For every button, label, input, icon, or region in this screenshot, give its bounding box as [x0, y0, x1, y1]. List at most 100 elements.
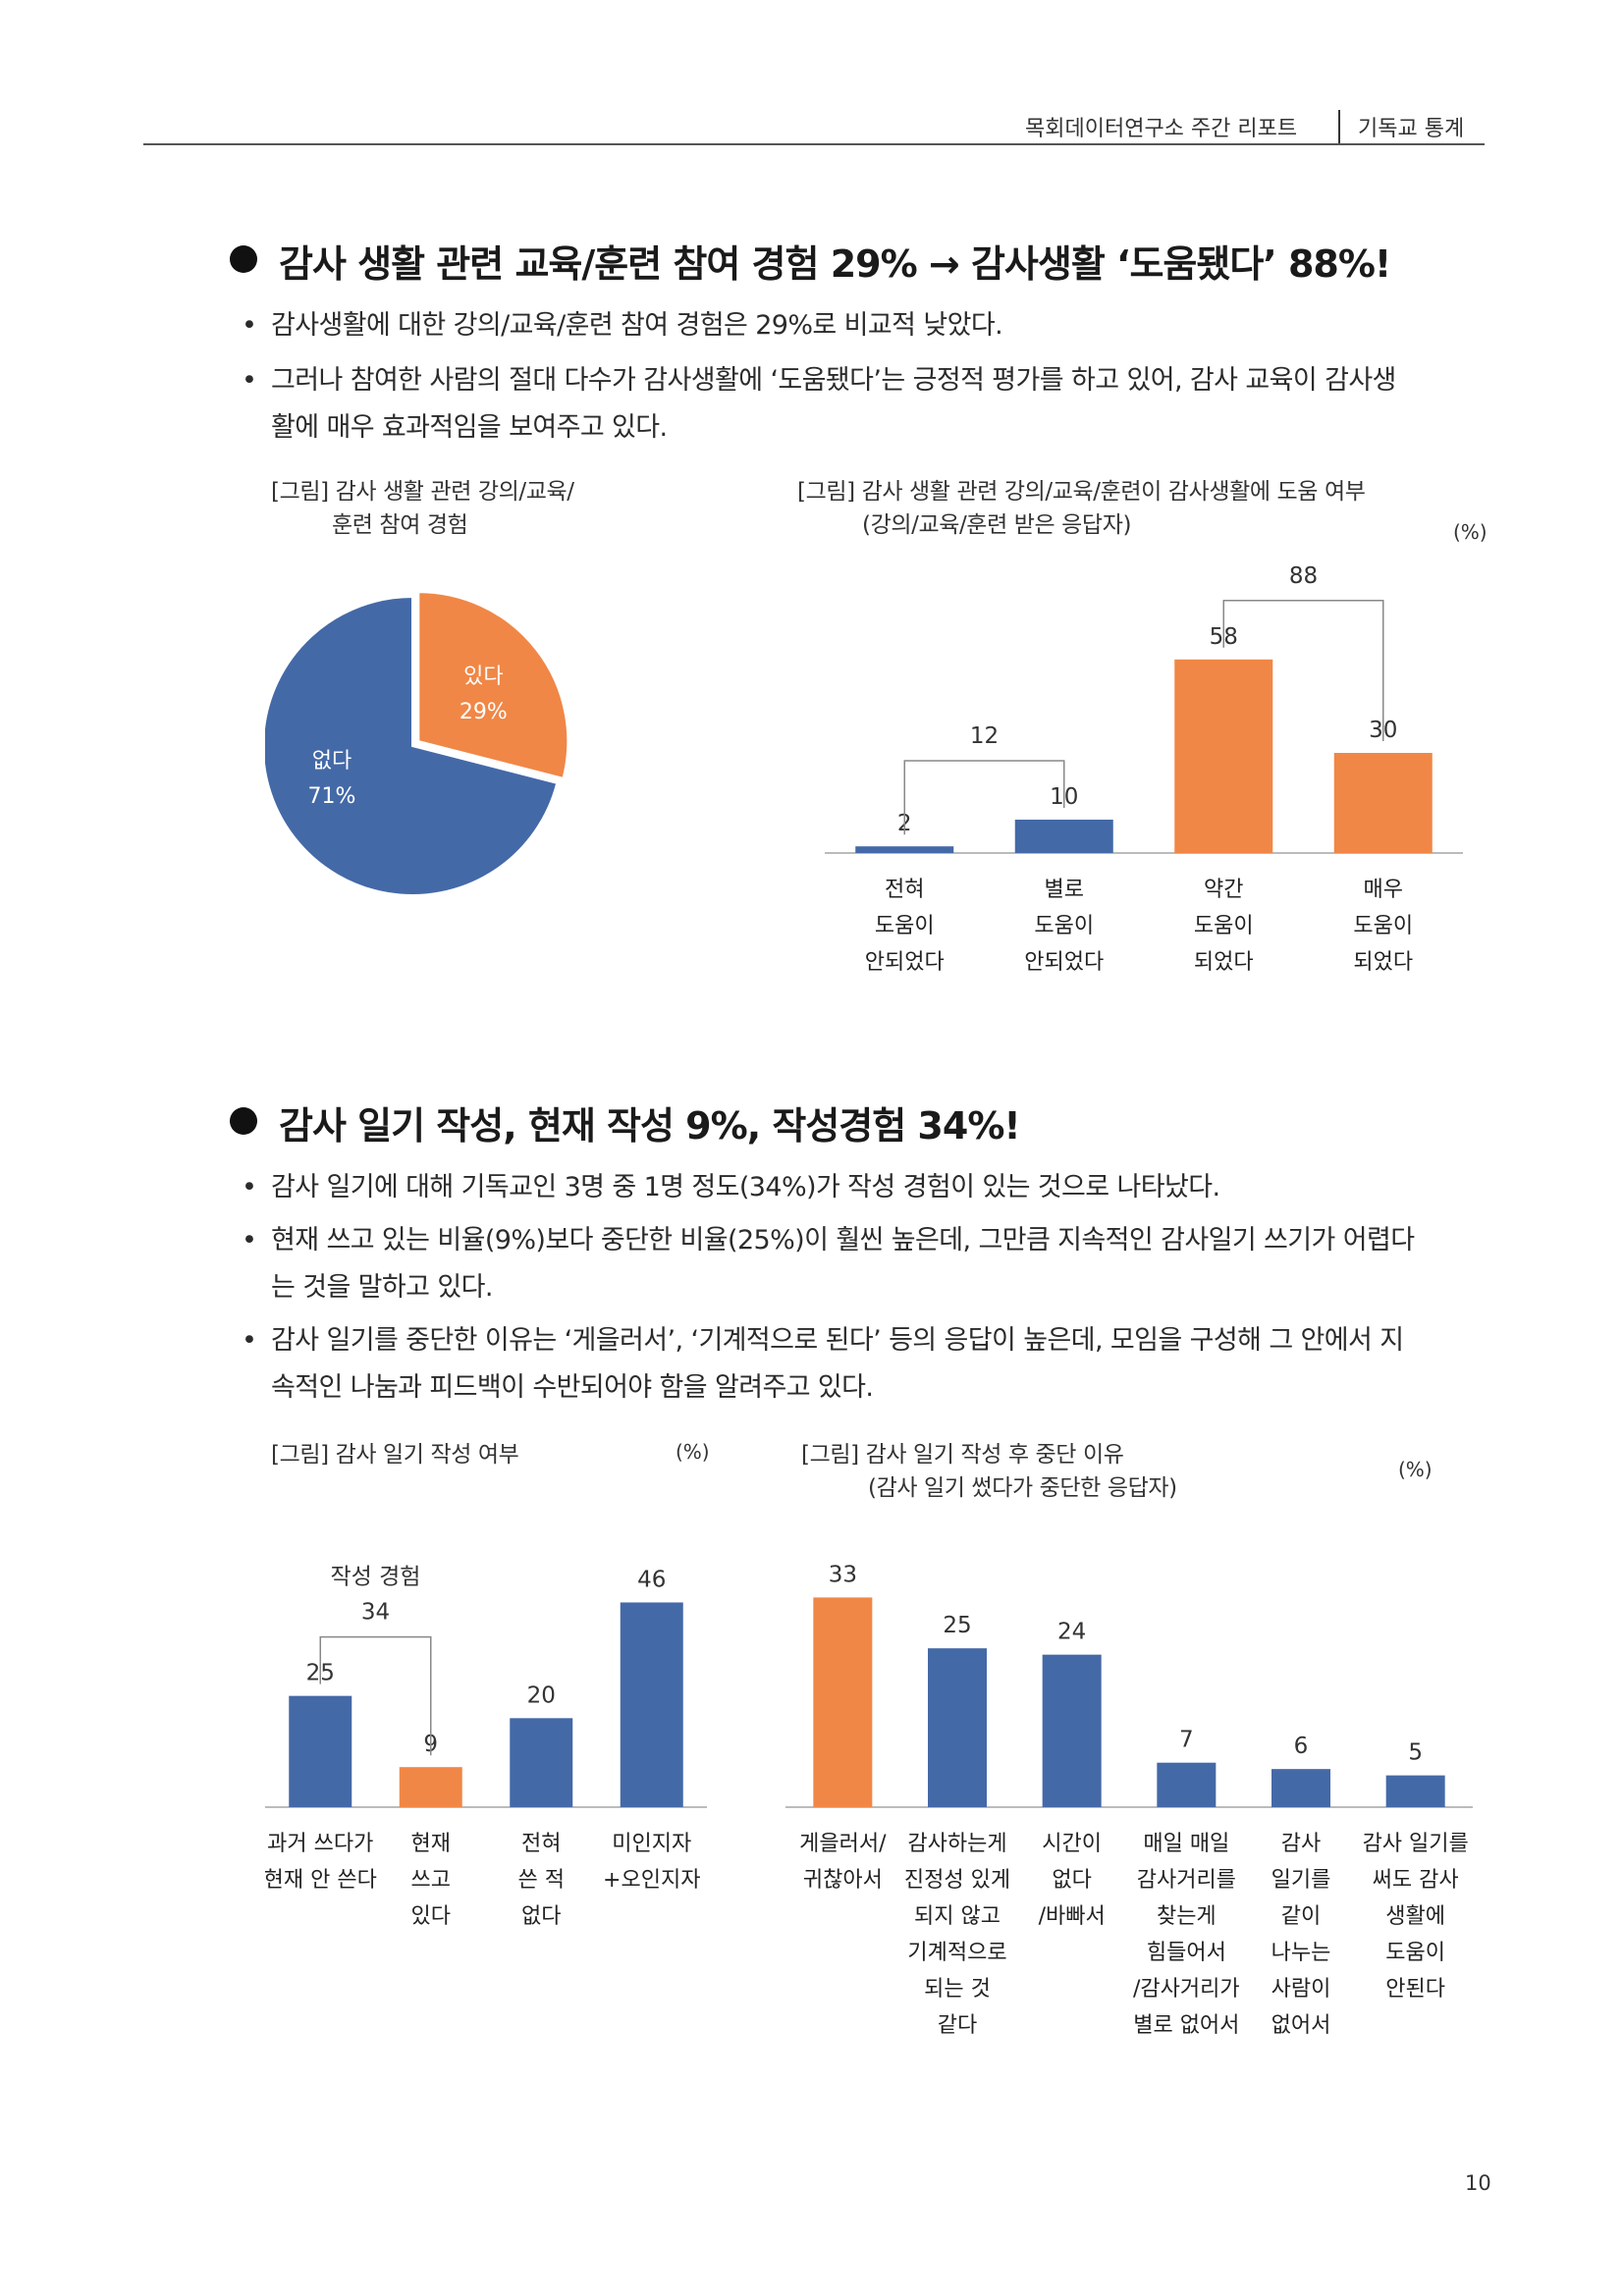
fig3-unit: (%): [676, 1440, 710, 1464]
fig4-caption-line1: [그림] 감사 일기 작성 후 중단 이유: [801, 1442, 1124, 1468]
category-label: 힘들어서: [1147, 1941, 1226, 1965]
bar: [510, 1718, 573, 1807]
data-label: 24: [1057, 1620, 1086, 1645]
category-label: 매일 매일: [1143, 1832, 1229, 1856]
section1-title: 감사 생활 관련 교육/훈련 참여 경험 29% → 감사생활 ‘도움됐다’ 8…: [279, 242, 1391, 286]
section2-bullet-3: • 감사 일기를 중단한 이유는 ‘게을러서’, ‘기계적으로 된다’ 등의 응…: [242, 1317, 1479, 1412]
fig4-caption-line2: (감사 일기 썼다가 중단한 응답자): [868, 1475, 1177, 1501]
bracket-line: [319, 1635, 432, 1756]
category-label: 과거 쓰다가: [267, 1832, 373, 1856]
category-label: 귀찮아서: [803, 1868, 883, 1893]
fig4-unit: (%): [1398, 1458, 1433, 1481]
category-label: 도움이: [875, 914, 935, 938]
bar: [1385, 1775, 1445, 1807]
category-label: 안된다: [1385, 1977, 1445, 2002]
fig2-caption-line2: (강의/교육/훈련 받은 응답자): [862, 512, 1132, 538]
category-label: 쓰고: [411, 1868, 451, 1893]
data-label: 20: [527, 1682, 556, 1708]
bar: [399, 1767, 462, 1807]
pie-slice-label: 있다: [463, 665, 503, 689]
category-label: 같이: [1281, 1904, 1321, 1929]
category-label: 시간이: [1042, 1832, 1102, 1856]
category-label: 쓴 적: [518, 1868, 565, 1893]
category-label: 되지 않고: [914, 1904, 1001, 1929]
section2-title: 감사 일기 작성, 현재 작성 9%, 작성경험 34%!: [279, 1104, 1021, 1148]
bullet-line: 감사생활에 대한 강의/교육/훈련 참여 경험은 29%로 비교적 낮았다.: [271, 310, 1003, 341]
section2-bullet-1: • 감사 일기에 대해 기독교인 3명 중 1명 정도(34%)가 작성 경험이…: [242, 1164, 1479, 1211]
category-label: 찾는게: [1157, 1904, 1217, 1929]
data-label: 7: [1179, 1728, 1194, 1753]
bar: [855, 846, 954, 853]
category-label: 진정성 있게: [904, 1868, 1010, 1893]
header-separator: [1338, 110, 1340, 143]
category-label: 생활에: [1385, 1904, 1445, 1929]
category-label: 써도 감사: [1373, 1868, 1459, 1893]
pie-slice-value: 29%: [460, 700, 508, 724]
bullet-marker: •: [242, 310, 257, 341]
section1-bullet-2: • 그러나 참여한 사람의 절대 다수가 감사생활에 ‘도움됐다’는 긍정적 평…: [242, 357, 1479, 452]
bracket-line: [1222, 600, 1384, 741]
category-label: 도움이: [1353, 914, 1413, 938]
bullet-line: 감사 일기를 중단한 이유는 ‘게을러서’, ‘기계적으로 된다’ 등의 응답이…: [271, 1325, 1404, 1356]
bar: [289, 1695, 352, 1807]
category-label: 안되었다: [865, 950, 945, 975]
bullet-line: 는 것을 말하고 있다.: [271, 1272, 493, 1303]
category-label: 감사: [1281, 1832, 1321, 1856]
report-section: 기독교 통계: [1358, 117, 1465, 141]
bullet-marker: •: [242, 1172, 257, 1202]
category-label: 없다: [1052, 1868, 1091, 1893]
category-label: 없어서: [1271, 2013, 1331, 2038]
data-label: 33: [829, 1562, 857, 1587]
bracket-line: [903, 760, 1065, 835]
bullet-marker: •: [242, 1225, 257, 1255]
category-label: +오인지자: [603, 1868, 700, 1893]
bullet-line: 활에 매우 효과적임을 보여주고 있다.: [271, 412, 668, 443]
category-label: 현재 안 쓴다: [265, 1868, 377, 1893]
category-label: 약간: [1204, 878, 1243, 902]
pie-chart-participation: 있다 29% 없다 71%: [265, 591, 569, 896]
category-label: 미인지자: [612, 1832, 691, 1856]
section1-bullet-1: • 감사생활에 대한 강의/교육/훈련 참여 경험은 29%로 비교적 낮았다.: [242, 302, 1479, 349]
category-label: /감사거리가: [1133, 1977, 1240, 2002]
bullet-line: 속적인 나눔과 피드백이 수반되어야 함을 알려주고 있다.: [271, 1372, 874, 1403]
category-label: 되었다: [1194, 950, 1254, 975]
category-label: 별로: [1045, 878, 1084, 902]
category-label: 같다: [938, 2013, 977, 2038]
bar: [1174, 659, 1273, 853]
pie-slice-value: 71%: [308, 784, 356, 809]
bullet-line: 현재 쓰고 있는 비율(9%)보다 중단한 비율(25%)이 훨씬 높은데, 그…: [271, 1225, 1415, 1255]
bar: [1333, 753, 1433, 853]
bar-chart-helpfulness: 2전혀도움이안되었다10별로도움이안되었다58약간도움이되었다30매우도움이되었…: [825, 563, 1463, 975]
pie-slice: [265, 595, 559, 896]
data-label: 5: [1408, 1740, 1423, 1766]
pie-slice: [417, 591, 569, 780]
data-label: 6: [1294, 1734, 1309, 1759]
bracket-label: 12: [970, 723, 999, 749]
bar: [1271, 1769, 1330, 1807]
category-label: 되었다: [1353, 950, 1413, 975]
category-label: 감사거리를: [1137, 1868, 1236, 1893]
category-label: 있다: [411, 1904, 451, 1929]
bar: [1157, 1762, 1217, 1807]
header-rule: [143, 143, 1485, 145]
bar: [1014, 820, 1113, 853]
bar: [928, 1648, 987, 1807]
category-label: 되는 것: [924, 1977, 991, 2002]
bracket-title: 작성 경험: [331, 1565, 421, 1590]
page-number: 10: [1465, 2171, 1491, 2195]
section2-bullet-2: • 현재 쓰고 있는 비율(9%)보다 중단한 비율(25%)이 훨씬 높은데,…: [242, 1217, 1479, 1311]
category-label: 안되었다: [1024, 950, 1104, 975]
section-bullet-dot: [230, 245, 257, 273]
pie-slice-label: 없다: [312, 749, 352, 774]
category-label: 전혀: [521, 1832, 561, 1856]
report-name: 목회데이터연구소 주간 리포트: [1025, 117, 1298, 141]
bar: [620, 1602, 683, 1807]
category-label: /바빠서: [1039, 1904, 1106, 1929]
bullet-line: 감사 일기에 대해 기독교인 3명 중 1명 정도(34%)가 작성 경험이 있…: [271, 1172, 1220, 1202]
fig1-caption-line2: 훈련 참여 경험: [332, 512, 468, 538]
bracket-label: 34: [361, 1600, 390, 1626]
category-label: 감사 일기를: [1363, 1832, 1469, 1856]
bar: [813, 1597, 873, 1807]
category-label: 현재: [411, 1832, 451, 1856]
